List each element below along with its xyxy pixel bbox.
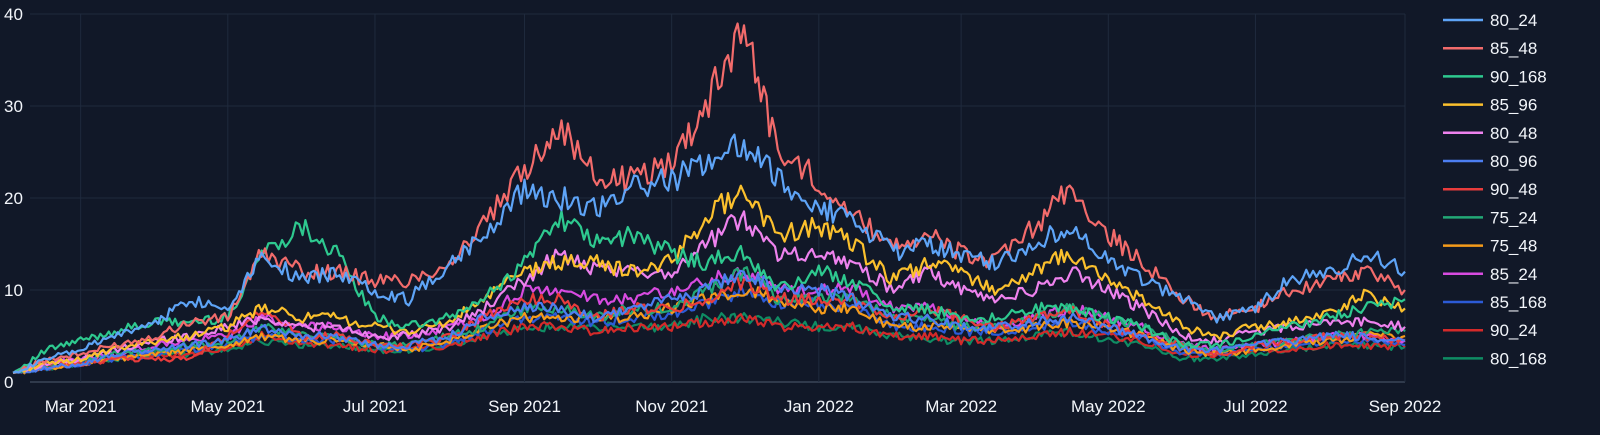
x-tick-label: Mar 2022 bbox=[925, 397, 997, 416]
x-tick-label: Sep 2022 bbox=[1369, 397, 1442, 416]
legend-item[interactable]: 85_24 bbox=[1443, 265, 1537, 284]
legend-item[interactable]: 80_168 bbox=[1443, 349, 1547, 368]
x-tick-label: Jul 2022 bbox=[1223, 397, 1287, 416]
x-tick-label: Sep 2021 bbox=[488, 397, 561, 416]
series-line-80-96[interactable] bbox=[12, 269, 1406, 374]
legend-label: 85_96 bbox=[1490, 96, 1537, 115]
x-tick-label: Jul 2021 bbox=[343, 397, 407, 416]
legend-item[interactable]: 80_24 bbox=[1443, 11, 1537, 30]
y-tick-label: 0 bbox=[4, 373, 13, 392]
y-tick-label: 30 bbox=[4, 97, 23, 116]
legend-item[interactable]: 80_96 bbox=[1443, 152, 1537, 171]
y-tick-label: 10 bbox=[4, 281, 23, 300]
legend-item[interactable]: 75_24 bbox=[1443, 208, 1537, 227]
legend-label: 80_168 bbox=[1490, 349, 1547, 368]
series-line-85-96[interactable] bbox=[12, 184, 1406, 374]
legend-item[interactable]: 85_96 bbox=[1443, 96, 1537, 115]
legend-label: 90_24 bbox=[1490, 321, 1537, 340]
grid-layer bbox=[30, 13, 1406, 383]
legend-label: 85_24 bbox=[1490, 265, 1537, 284]
series-line-90-48[interactable] bbox=[12, 276, 1406, 374]
series-line-85-48[interactable] bbox=[12, 22, 1406, 374]
legend-item[interactable]: 90_48 bbox=[1443, 180, 1537, 199]
legend-label: 75_48 bbox=[1490, 237, 1537, 256]
x-tick-label: Jan 2022 bbox=[784, 397, 854, 416]
legend[interactable]: 80_24 85_48 90_168 85_96 80_48 80_96 90_48 75_2… bbox=[1443, 11, 1547, 368]
series-line-80-24[interactable] bbox=[12, 133, 1406, 374]
series-layer bbox=[12, 22, 1406, 375]
legend-item[interactable]: 90_168 bbox=[1443, 67, 1547, 86]
x-tick-label: May 2021 bbox=[190, 397, 265, 416]
legend-label: 75_24 bbox=[1490, 208, 1537, 227]
legend-label: 80_96 bbox=[1490, 152, 1537, 171]
y-tick-label: 40 bbox=[4, 5, 23, 24]
x-tick-label: Mar 2021 bbox=[45, 397, 117, 416]
legend-item[interactable]: 80_48 bbox=[1443, 124, 1537, 143]
legend-label: 80_24 bbox=[1490, 11, 1537, 30]
legend-item[interactable]: 90_24 bbox=[1443, 321, 1537, 340]
axis-layer: 0 10 20 30 40 Mar 2021 May 2021 Jul 2021 Sep 202… bbox=[4, 5, 1441, 416]
legend-label: 85_168 bbox=[1490, 293, 1547, 312]
legend-label: 90_168 bbox=[1490, 67, 1547, 86]
x-tick-label: Nov 2021 bbox=[635, 397, 708, 416]
legend-label: 85_48 bbox=[1490, 39, 1537, 58]
x-tick-label: May 2022 bbox=[1071, 397, 1146, 416]
legend-item[interactable]: 75_48 bbox=[1443, 237, 1537, 256]
legend-item[interactable]: 85_48 bbox=[1443, 39, 1537, 58]
legend-label: 90_48 bbox=[1490, 180, 1537, 199]
legend-item[interactable]: 85_168 bbox=[1443, 293, 1547, 312]
legend-label: 80_48 bbox=[1490, 124, 1537, 143]
y-tick-label: 20 bbox=[4, 189, 23, 208]
